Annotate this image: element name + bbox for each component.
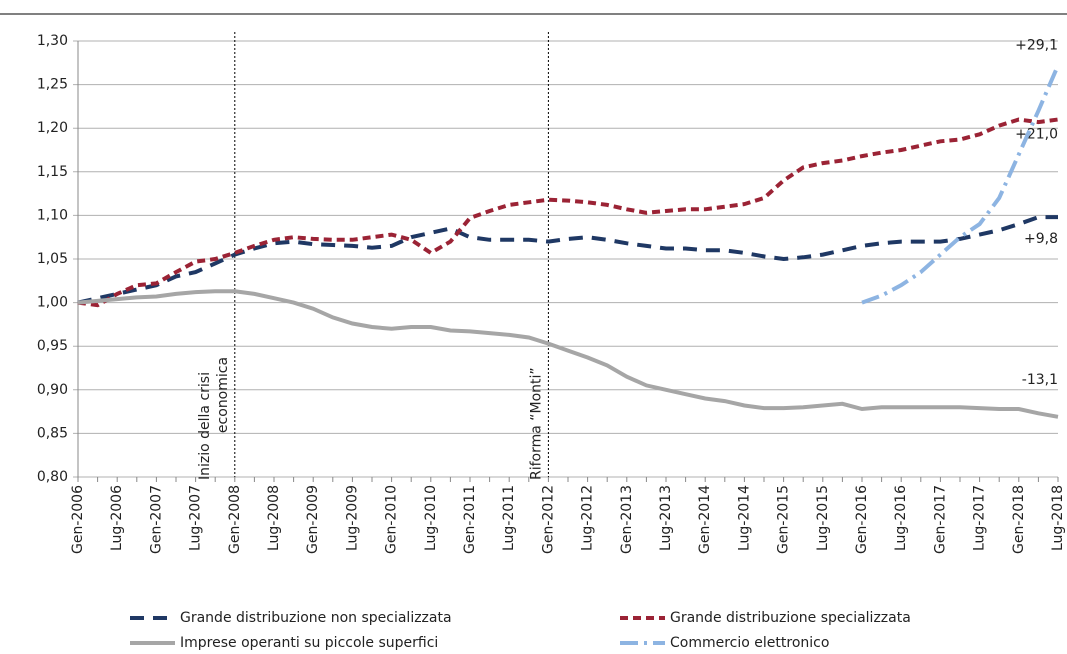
x-tick-label: Gen-2008 <box>227 485 243 554</box>
event-label: Inizio della crisi <box>197 372 213 480</box>
legend-label: Commercio elettronico <box>670 635 829 651</box>
x-tick-label: Lug-2015 <box>815 485 831 551</box>
y-tick-label: 1,00 <box>37 295 68 311</box>
x-tick-label: Gen-2018 <box>1011 485 1027 554</box>
y-tick-label: 1,25 <box>37 77 68 93</box>
x-tick-label: Gen-2015 <box>776 485 792 554</box>
x-tick-label: Lug-2010 <box>423 485 439 551</box>
x-tick-label: Lug-2012 <box>580 485 596 551</box>
legend-label: Imprese operanti su piccole superfici <box>180 635 438 651</box>
x-tick-label: Lug-2014 <box>736 485 752 551</box>
x-tick-label: Gen-2006 <box>70 485 86 554</box>
legend-label: Grande distribuzione specializzata <box>670 610 911 626</box>
x-tick-label: Lug-2011 <box>501 485 517 551</box>
series-line <box>77 289 1059 419</box>
x-tick-label: Lug-2016 <box>893 485 909 551</box>
event-label: economica <box>215 357 231 433</box>
x-tick-label: Gen-2013 <box>619 485 635 554</box>
end-label: -13,1 <box>1022 372 1058 388</box>
y-tick-label: 1,10 <box>37 207 68 223</box>
x-tick-label: Lug-2018 <box>1050 485 1066 551</box>
y-tick-label: 1,30 <box>37 33 68 49</box>
x-tick-label: Gen-2014 <box>697 485 713 554</box>
x-tick-label: Gen-2009 <box>305 485 321 554</box>
x-tick-label: Gen-2010 <box>384 485 400 554</box>
y-tick-label: 1,05 <box>37 251 68 267</box>
event-label: Riforma “Monti” <box>528 367 544 480</box>
end-label: +21,0 <box>1015 126 1058 142</box>
legend-label: Grande distribuzione non specializzata <box>180 610 452 626</box>
end-label: +29,1 <box>1015 37 1058 53</box>
x-tick-label: Lug-2007 <box>188 485 204 551</box>
x-tick-label: Lug-2013 <box>658 485 674 551</box>
x-tick-label: Lug-2009 <box>344 485 360 551</box>
x-tick-label: Lug-2008 <box>266 485 282 551</box>
x-tick-label: Lug-2017 <box>972 485 988 551</box>
series-line <box>861 64 1060 305</box>
x-tick-label: Gen-2016 <box>854 485 870 554</box>
y-tick-label: 0,90 <box>37 382 68 398</box>
y-tick-label: 1,20 <box>37 120 68 136</box>
y-tick-label: 0,85 <box>37 425 68 441</box>
y-tick-label: 0,80 <box>37 469 68 485</box>
end-label: +9,8 <box>1024 231 1058 247</box>
x-tick-label: Lug-2006 <box>109 485 125 551</box>
x-tick-label: Gen-2012 <box>540 485 556 554</box>
y-tick-label: 1,15 <box>37 164 68 180</box>
x-tick-label: Gen-2017 <box>932 485 948 554</box>
y-tick-label: 0,95 <box>37 338 68 354</box>
x-tick-label: Gen-2011 <box>462 485 478 554</box>
x-tick-label: Gen-2007 <box>148 485 164 554</box>
series-line <box>77 117 1059 308</box>
